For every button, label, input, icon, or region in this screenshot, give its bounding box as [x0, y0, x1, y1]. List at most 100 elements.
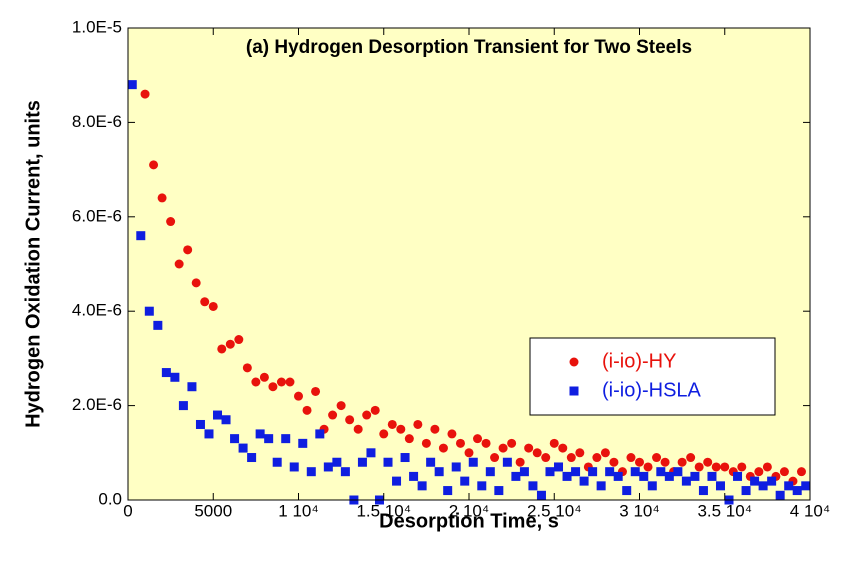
y-tick-label: 1.0E-5	[72, 17, 122, 36]
marker	[166, 217, 176, 227]
marker	[195, 419, 205, 429]
marker	[571, 467, 581, 477]
marker	[438, 443, 448, 453]
marker	[656, 467, 666, 477]
marker	[276, 377, 286, 387]
marker	[498, 443, 508, 453]
marker	[494, 486, 504, 496]
marker	[204, 429, 214, 439]
marker	[707, 471, 717, 481]
marker	[473, 434, 483, 444]
marker	[370, 405, 380, 415]
marker	[801, 481, 811, 491]
marker	[302, 405, 312, 415]
marker	[345, 415, 355, 425]
marker	[289, 462, 299, 472]
marker	[255, 429, 265, 439]
marker	[340, 467, 350, 477]
marker	[451, 462, 461, 472]
marker	[285, 377, 295, 387]
marker	[681, 476, 691, 486]
marker	[796, 467, 806, 477]
marker	[455, 438, 465, 448]
marker	[686, 453, 696, 463]
y-axis-label: Hydrogen Oxidation Current, units	[22, 100, 44, 428]
marker	[569, 357, 579, 367]
marker	[750, 476, 760, 486]
marker	[149, 160, 159, 170]
marker	[336, 401, 346, 411]
marker	[200, 297, 210, 307]
marker	[357, 457, 367, 467]
marker	[754, 467, 764, 477]
marker	[434, 467, 444, 477]
legend-box	[529, 337, 776, 416]
marker	[400, 453, 410, 463]
marker	[251, 377, 261, 387]
marker	[353, 424, 363, 434]
marker	[775, 490, 785, 500]
marker	[140, 89, 150, 99]
marker	[664, 471, 674, 481]
marker	[221, 415, 231, 425]
marker	[622, 486, 632, 496]
marker	[758, 481, 768, 491]
marker	[566, 453, 576, 463]
y-tick-label: 4.0E-6	[72, 301, 122, 320]
y-tick-label: 8.0E-6	[72, 112, 122, 131]
marker	[208, 301, 218, 311]
plot-area	[128, 28, 810, 500]
marker	[392, 476, 402, 486]
marker	[383, 457, 393, 467]
marker	[737, 462, 747, 472]
marker	[767, 476, 777, 486]
marker	[660, 457, 670, 467]
marker	[234, 335, 244, 345]
marker	[298, 438, 308, 448]
x-tick-label: 5000	[194, 501, 232, 520]
marker	[677, 457, 687, 467]
marker	[225, 339, 235, 349]
marker	[426, 457, 436, 467]
marker	[481, 438, 491, 448]
x-tick-label: 1.5 10⁴	[356, 501, 411, 520]
marker	[511, 471, 521, 481]
marker	[170, 372, 180, 382]
marker	[558, 443, 568, 453]
marker	[792, 486, 802, 496]
x-tick-label: 4 10⁴	[790, 501, 830, 520]
marker	[715, 481, 725, 491]
marker	[315, 429, 325, 439]
marker	[562, 471, 572, 481]
marker	[690, 471, 700, 481]
marker	[332, 457, 342, 467]
marker	[247, 453, 257, 463]
marker	[413, 419, 423, 429]
marker	[733, 471, 743, 481]
marker	[153, 320, 163, 330]
marker	[588, 467, 598, 477]
marker	[477, 481, 487, 491]
marker	[541, 453, 551, 463]
marker	[447, 429, 457, 439]
marker	[643, 462, 653, 472]
marker	[323, 462, 333, 472]
marker	[698, 486, 708, 496]
marker	[217, 344, 227, 354]
marker	[605, 467, 615, 477]
marker	[524, 443, 534, 453]
marker	[694, 462, 704, 472]
marker	[784, 481, 794, 491]
marker	[532, 448, 542, 458]
marker	[404, 434, 414, 444]
marker	[468, 457, 478, 467]
marker	[379, 429, 389, 439]
marker	[741, 486, 751, 496]
x-axis-label: Desorption Time, s	[379, 510, 559, 532]
marker	[545, 467, 555, 477]
marker	[281, 434, 291, 444]
x-tick-label: 2.5 10⁴	[527, 501, 582, 520]
marker	[703, 457, 713, 467]
marker	[575, 448, 585, 458]
y-tick-label: 6.0E-6	[72, 206, 122, 225]
